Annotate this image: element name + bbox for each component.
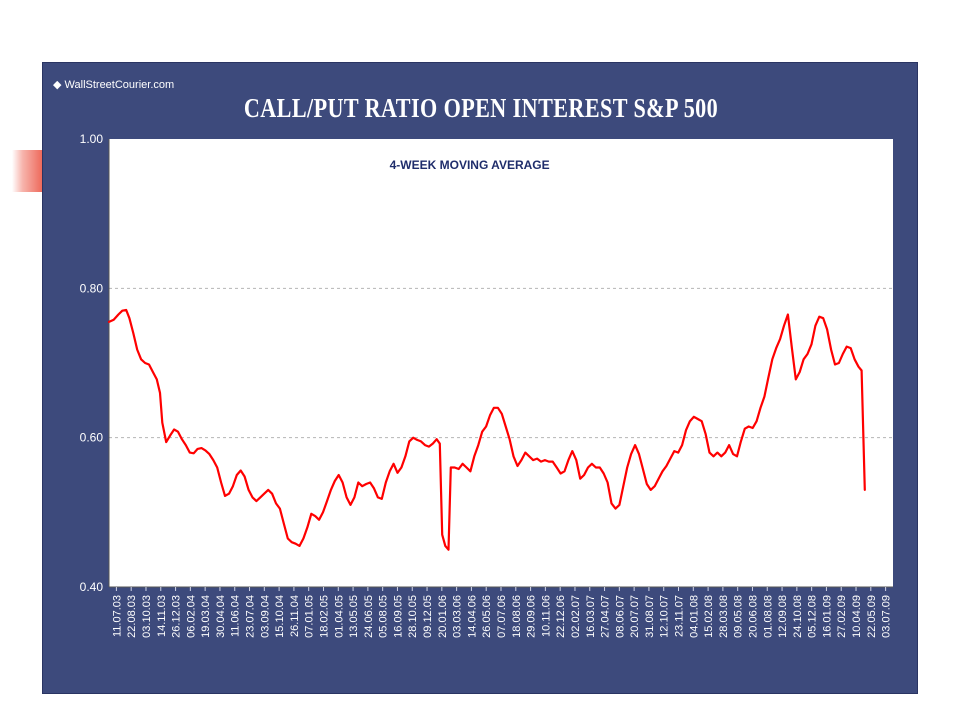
x-tick-label: 12.10.07 (659, 595, 671, 638)
x-tick-label: 28.10.05 (407, 595, 419, 638)
x-tick-label: 22.05.09 (866, 595, 878, 638)
chart-panel: ◆ WallStreetCourier.com CALL/PUT RATIO O… (42, 62, 918, 694)
x-tick-label: 06.02.04 (185, 595, 197, 638)
slide-accent-bar (12, 150, 42, 192)
x-tick-label: 16.09.05 (392, 595, 404, 638)
x-tick-label: 18.08.06 (511, 595, 523, 638)
x-tick-label: 03.09.04 (259, 595, 271, 638)
x-tick-label: 04.01.08 (688, 595, 700, 638)
x-tick-label: 11.07.03 (111, 595, 123, 637)
x-tick-label: 23.11.07 (674, 595, 686, 637)
x-tick-label: 30.04.04 (215, 595, 227, 638)
x-tick-label: 16.01.09 (821, 595, 833, 638)
x-tick-label: 03.03.06 (452, 595, 464, 638)
x-tick-label: 28.03.08 (718, 595, 730, 638)
x-tick-label: 09.12.05 (422, 595, 434, 638)
x-tick-label: 10.04.09 (851, 595, 863, 638)
x-tick-label: 29.09.06 (526, 595, 538, 638)
x-tick-label: 26.12.03 (171, 595, 183, 638)
x-tick-label: 01.04.05 (333, 595, 345, 638)
plot-area (109, 139, 893, 587)
x-tick-label: 16.03.07 (585, 595, 597, 638)
chart-subtitle: 4-WEEK MOVING AVERAGE (390, 158, 550, 172)
line-chart: 0.40 0.60 0.80 1.00 4-WEEK MOVING AVERAGE 11.… (80, 132, 893, 638)
x-tick-label: 05.08.05 (378, 595, 390, 638)
y-tick-label: 0.60 (80, 431, 104, 445)
source-label: ◆ WallStreetCourier.com (53, 78, 174, 91)
x-tick-label: 22.12.06 (555, 595, 567, 638)
x-tick-label: 31.08.07 (644, 595, 656, 638)
y-tick-label: 1.00 (80, 132, 104, 146)
x-tick-label: 14.11.03 (156, 595, 168, 637)
x-tick-label: 10.11.06 (540, 595, 552, 637)
x-tick-label: 26.11.04 (289, 595, 301, 637)
x-tick-label: 12.09.08 (777, 595, 789, 638)
x-tick-label: 08.06.07 (614, 595, 626, 638)
x-tick-label: 15.10.04 (274, 595, 286, 638)
y-tick-label: 0.40 (80, 580, 104, 594)
x-tick-label: 23.07.04 (245, 595, 257, 638)
x-tick-label: 24.10.08 (792, 595, 804, 638)
x-tick-label: 24.06.05 (363, 595, 375, 638)
x-tick-label: 05.12.08 (807, 595, 819, 638)
x-tick-label: 03.10.03 (141, 595, 153, 638)
x-tick-label: 09.05.08 (733, 595, 745, 638)
x-tick-label: 07.01.05 (304, 595, 316, 638)
y-tick-label: 0.80 (80, 281, 104, 295)
x-tick-label: 03.07.09 (881, 595, 893, 638)
x-tick-label: 14.04.06 (466, 595, 478, 638)
x-tick-label: 11.06.04 (230, 595, 242, 637)
x-tick-label: 20.07.07 (629, 595, 641, 638)
x-tick-label: 20.06.08 (747, 595, 759, 638)
x-tick-label: 01.08.08 (762, 595, 774, 638)
x-tick-label: 15.02.08 (703, 595, 715, 638)
series-line (107, 308, 866, 551)
x-tick-label: 07.07.06 (496, 595, 508, 638)
x-tick-label: 26.05.06 (481, 595, 493, 638)
x-tick-label: 22.08.03 (126, 595, 138, 638)
x-tick-label: 27.02.09 (836, 595, 848, 638)
x-tick-label: 18.02.05 (318, 595, 330, 638)
x-tick-label: 19.03.04 (200, 595, 212, 638)
chart-title: CALL/PUT RATIO OPEN INTEREST S&P 500 (243, 93, 719, 123)
x-tick-label: 13.05.05 (348, 595, 360, 638)
x-tick-label: 20.01.06 (437, 595, 449, 638)
x-tick-label: 02.02.07 (570, 595, 582, 638)
source-text: WallStreetCourier.com (64, 79, 175, 91)
source-mark-icon: ◆ (53, 79, 62, 91)
x-tick-label: 27.04.07 (600, 595, 612, 638)
